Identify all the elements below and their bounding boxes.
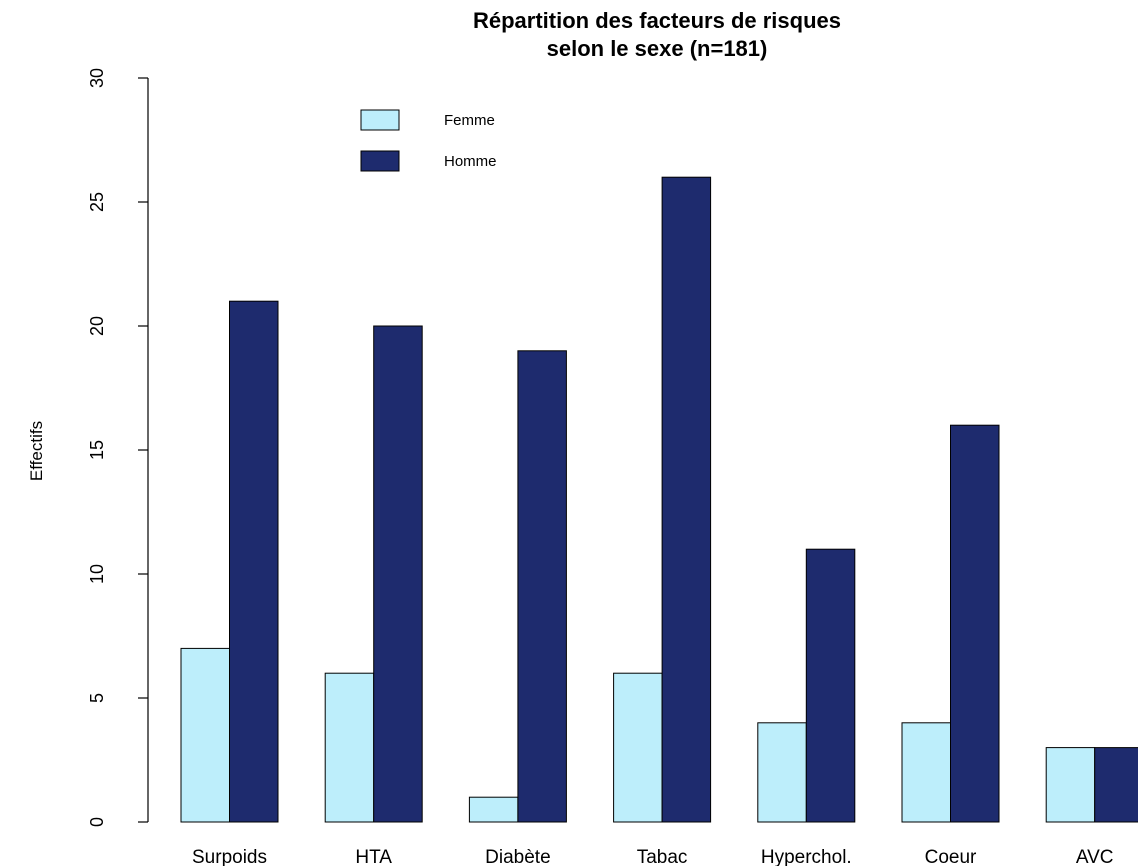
bar-femme-6 bbox=[1045, 747, 1096, 823]
x-tick-label: Diabète bbox=[485, 847, 551, 866]
legend: Femme Homme bbox=[360, 109, 497, 172]
x-tick-label: HTA bbox=[355, 847, 392, 866]
legend-swatch-homme bbox=[360, 150, 400, 172]
y-tick-label: 0 bbox=[87, 817, 107, 827]
y-tick-label: 25 bbox=[87, 192, 107, 212]
x-tick-label: AVC bbox=[1076, 847, 1114, 866]
y-axis-label: Effectifs bbox=[27, 421, 46, 481]
bar-homme-0 bbox=[229, 300, 279, 823]
category-labels: Surpoids HTA Diabète Tabac Hyperchol. Coeur AV… bbox=[192, 847, 1114, 866]
legend-label-femme: Femme bbox=[444, 112, 495, 129]
y-tick-label: 20 bbox=[87, 316, 107, 336]
chart-subtitle: selon le sexe (n=181) bbox=[547, 36, 768, 61]
bar-homme-3 bbox=[661, 176, 712, 823]
bar-femme-5 bbox=[901, 722, 951, 823]
x-tick-label: Coeur bbox=[925, 847, 977, 866]
bar-femme-1 bbox=[324, 672, 375, 823]
chart-title: Répartition des facteurs de risques bbox=[473, 8, 841, 33]
bar-femme-4 bbox=[757, 722, 807, 823]
legend-swatch-femme bbox=[360, 109, 400, 131]
bar-homme-2 bbox=[517, 350, 567, 823]
bar-homme-4 bbox=[805, 548, 856, 823]
bar-femme-3 bbox=[613, 672, 663, 823]
x-tick-label: Tabac bbox=[637, 847, 688, 866]
y-tick-label: 15 bbox=[87, 440, 107, 460]
bar-femme-0 bbox=[180, 647, 230, 823]
bar-femme-2 bbox=[468, 796, 519, 823]
y-tick-label: 10 bbox=[87, 564, 107, 584]
x-tick-label: Surpoids bbox=[192, 847, 267, 866]
bars-group bbox=[180, 176, 1138, 823]
y-tick-label: 5 bbox=[87, 693, 107, 703]
bar-homme-6 bbox=[1094, 747, 1138, 823]
legend-label-homme: Homme bbox=[444, 153, 497, 170]
y-axis: 0 5 10 15 20 25 30 bbox=[87, 68, 149, 827]
x-tick-label: Hyperchol. bbox=[761, 847, 852, 866]
y-tick-label: 30 bbox=[87, 68, 107, 88]
bar-homme-1 bbox=[373, 325, 423, 823]
bar-homme-5 bbox=[950, 424, 1000, 823]
